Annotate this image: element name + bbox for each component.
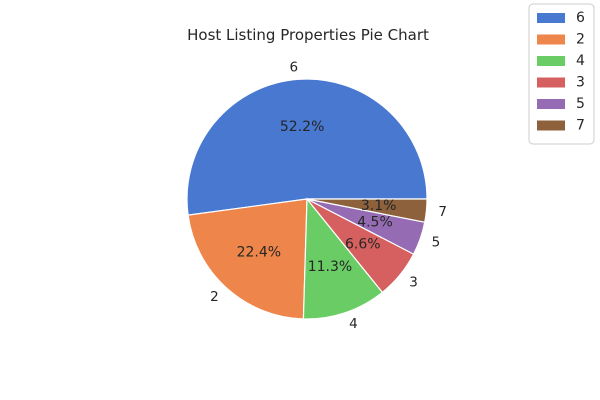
pie-slice-6 xyxy=(186,78,428,216)
legend-label-2: 2 xyxy=(576,32,585,48)
pie-slices xyxy=(186,78,428,320)
slice-label-4: 4 xyxy=(349,316,358,332)
legend-swatch-3 xyxy=(537,77,565,88)
legend-swatch-5 xyxy=(537,99,565,109)
legend-label-7: 7 xyxy=(576,118,585,134)
legend-swatch-2 xyxy=(537,34,565,45)
percent-label-5: 4.5% xyxy=(357,215,393,231)
chart-title: Host Listing Properties Pie Chart xyxy=(187,26,429,44)
slice-label-6: 6 xyxy=(290,59,299,75)
percent-label-2: 22.4% xyxy=(237,245,281,261)
legend-swatch-6 xyxy=(537,13,565,23)
slice-label-3: 3 xyxy=(409,274,418,290)
legend-swatch-7 xyxy=(537,120,565,131)
slice-label-2: 2 xyxy=(210,289,219,305)
pie-slice-7 xyxy=(306,198,428,223)
legend-label-5: 5 xyxy=(576,96,585,112)
percent-label-7: 3.1% xyxy=(361,198,397,214)
percent-label-6: 52.2% xyxy=(280,119,324,135)
legend-label-4: 4 xyxy=(576,53,585,69)
slice-label-7: 7 xyxy=(438,204,447,220)
pie-slice-4 xyxy=(302,197,384,320)
slice-label-5: 5 xyxy=(432,234,441,250)
legend-swatch-4 xyxy=(537,56,565,66)
legend-label-6: 6 xyxy=(576,10,585,26)
legend: 6 2 4 3 5 7 xyxy=(528,3,595,145)
pie-slice-2 xyxy=(187,198,308,320)
legend-label-3: 3 xyxy=(576,75,585,91)
percent-label-4: 11.3% xyxy=(308,259,352,275)
percent-label-3: 6.6% xyxy=(345,237,381,253)
